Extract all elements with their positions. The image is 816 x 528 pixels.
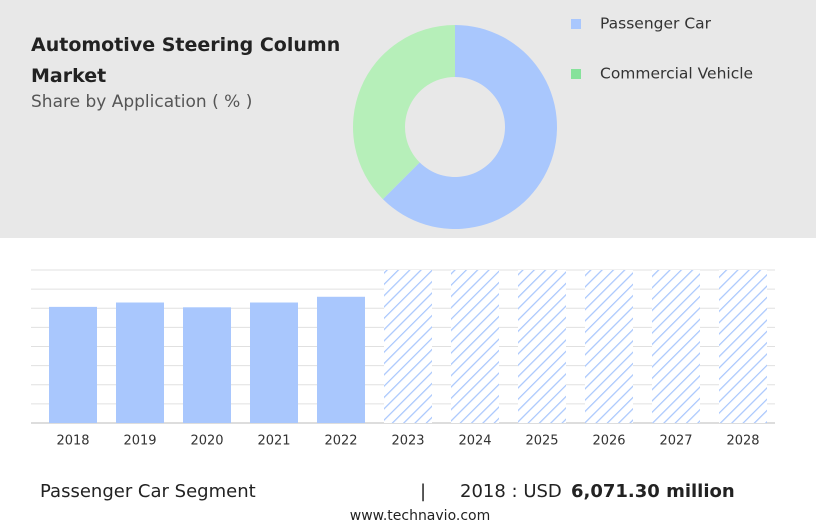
footer-segment: Passenger Car Segment: [40, 481, 256, 502]
bar: [49, 306, 97, 423]
x-tick-label: 2023: [391, 434, 424, 449]
forecast-placeholder: [719, 270, 767, 423]
forecast-placeholder: [518, 270, 566, 423]
footer-separator: |: [420, 481, 427, 502]
x-tick-label: 2022: [324, 434, 357, 449]
legend-swatch: [571, 69, 581, 79]
x-tick-label: 2018: [56, 434, 89, 449]
subtitle: Share by Application ( % ): [31, 92, 253, 112]
legend-label: Passenger Car: [600, 15, 712, 33]
x-tick-label: 2025: [525, 434, 558, 449]
source: www.technavio.com: [349, 508, 491, 524]
x-tick-label: 2020: [190, 434, 223, 449]
forecast-placeholder: [652, 270, 700, 423]
legend-label: Commercial Vehicle: [600, 65, 753, 83]
bar: [250, 302, 298, 423]
donut-slice: [382, 25, 557, 230]
x-tick-label: 2019: [123, 434, 156, 449]
bar: [116, 302, 164, 423]
x-tick-label: 2027: [659, 434, 692, 449]
x-tick-label: 2026: [592, 434, 625, 449]
forecast-placeholder: [585, 270, 633, 423]
legend-swatch: [571, 19, 581, 29]
donut-slice: [353, 25, 455, 200]
forecast-placeholder: [384, 270, 432, 423]
x-tick-label: 2024: [458, 434, 491, 449]
bar: [317, 296, 365, 423]
forecast-placeholder: [451, 270, 499, 423]
bar: [183, 307, 231, 423]
footer-value: 6,071.30 million: [571, 481, 735, 502]
title: Automotive Steering Column Market: [31, 34, 341, 87]
x-tick-label: 2021: [257, 434, 290, 449]
footer-year: 2018 : USD: [460, 481, 562, 502]
x-tick-label: 2028: [726, 434, 759, 449]
